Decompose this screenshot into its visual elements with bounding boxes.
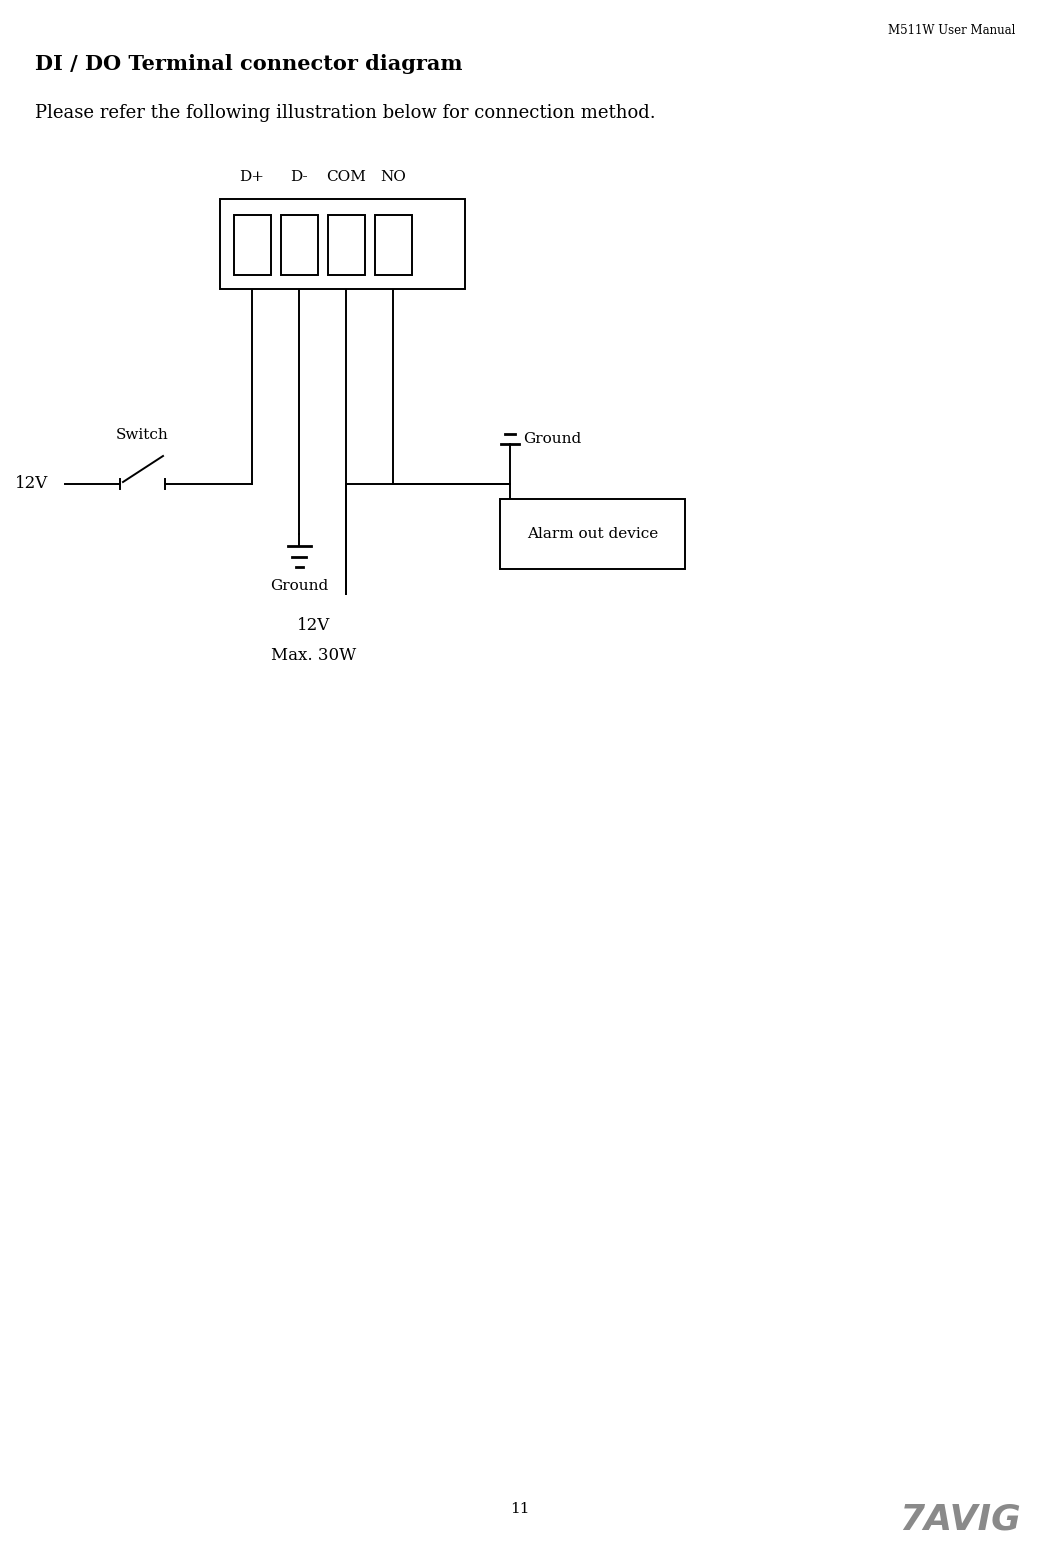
Text: 7AVIG: 7AVIG	[899, 1502, 1021, 1536]
Bar	[375, 215, 411, 275]
Text: D+: D+	[239, 170, 264, 184]
Bar	[500, 499, 685, 570]
Text: DI / DO Terminal connector diagram: DI / DO Terminal connector diagram	[35, 54, 462, 74]
Text: Please refer the following illustration below for connection method.: Please refer the following illustration …	[35, 103, 656, 122]
Bar	[220, 199, 465, 289]
Bar	[233, 215, 271, 275]
Text: D-: D-	[290, 170, 308, 184]
Text: 11: 11	[510, 1502, 530, 1516]
Bar	[280, 215, 318, 275]
Text: NO: NO	[380, 170, 406, 184]
Text: M511W User Manual: M511W User Manual	[888, 25, 1015, 37]
Text: 12V: 12V	[15, 476, 48, 493]
Bar	[328, 215, 364, 275]
Text: Ground: Ground	[270, 579, 328, 593]
Text: 12V: 12V	[298, 618, 331, 635]
Text: Switch: Switch	[117, 428, 169, 442]
Text: Alarm out device: Alarm out device	[527, 527, 658, 540]
Text: COM: COM	[326, 170, 366, 184]
Text: Ground: Ground	[523, 432, 581, 446]
Text: Max. 30W: Max. 30W	[272, 647, 357, 664]
